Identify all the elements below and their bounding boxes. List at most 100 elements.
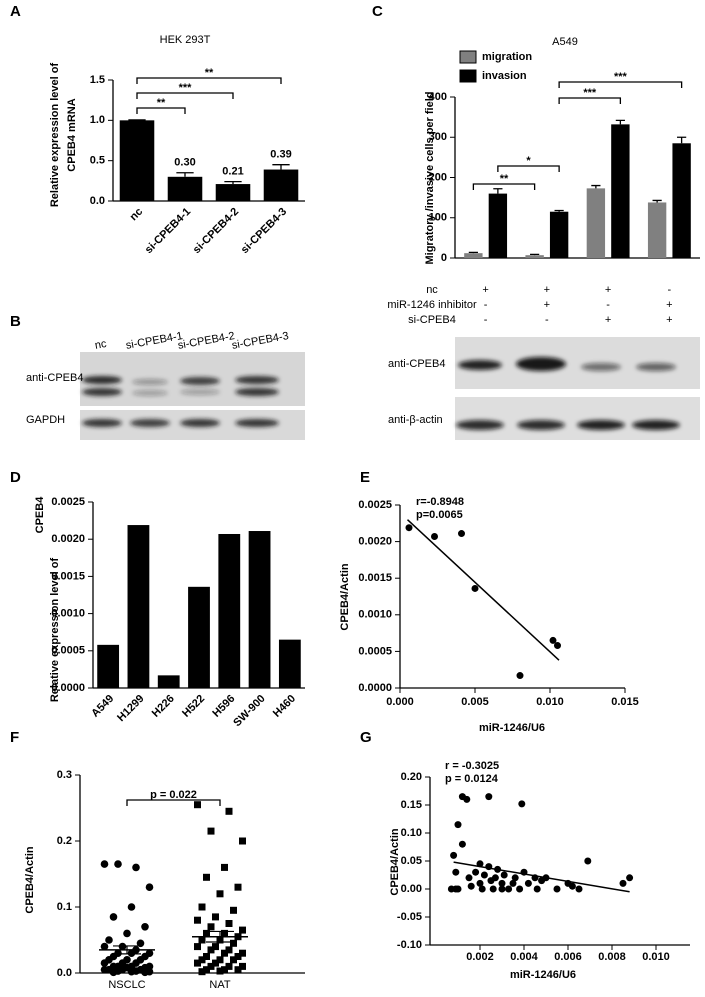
lane-label: si-CPEB4-3 xyxy=(231,330,290,352)
y-tick-label: 0.0 xyxy=(90,195,105,207)
x-tick-label: A549 xyxy=(89,693,116,720)
significance-label: ** xyxy=(500,173,509,185)
point xyxy=(499,886,506,893)
panel-letter: F xyxy=(10,729,19,746)
significance-label: ** xyxy=(205,67,214,79)
y-tick-label: 1.5 xyxy=(90,74,105,86)
error-bar xyxy=(272,165,289,170)
point xyxy=(554,886,561,893)
point xyxy=(194,960,201,967)
point xyxy=(128,903,136,911)
bar xyxy=(188,587,210,688)
point xyxy=(450,852,457,859)
x-tick-label: 0.004 xyxy=(510,951,538,963)
point xyxy=(235,966,242,973)
bar xyxy=(158,675,180,688)
point xyxy=(194,943,201,950)
point xyxy=(199,937,206,944)
bar xyxy=(550,212,568,258)
chart: 0.00000.00050.00100.00150.00200.0025CPEB… xyxy=(339,496,639,734)
blot-row-label: anti-CPEB4 xyxy=(388,358,445,370)
condition-value: - xyxy=(668,284,672,296)
point xyxy=(458,530,465,537)
y-axis-label: CPEB4 mRNA xyxy=(66,98,78,171)
panel-letter: E xyxy=(360,469,370,486)
x-tick-label: H522 xyxy=(180,693,207,720)
x-axis-label: miR-1246/U6 xyxy=(479,722,545,734)
y-axis-label: CPEB4/Actin xyxy=(339,563,351,631)
blot-row-label: GAPDH xyxy=(26,414,65,426)
error-bar xyxy=(591,186,600,189)
point xyxy=(452,869,459,876)
chart: -0.10-0.050.000.050.100.150.20CPEB4/Acti… xyxy=(389,760,690,981)
condition-value: + xyxy=(666,314,672,326)
point xyxy=(110,969,118,977)
point xyxy=(132,864,140,872)
point xyxy=(472,869,479,876)
point xyxy=(101,959,109,967)
condition-label: miR-1246 inhibitor xyxy=(387,299,477,311)
point xyxy=(512,874,519,881)
lane-label: si-CPEB4-1 xyxy=(125,330,184,352)
x-tick-label: si-CPEB4-1 xyxy=(143,206,193,256)
point xyxy=(123,930,131,938)
value-label: 0.30 xyxy=(174,157,195,169)
error-bar xyxy=(176,173,193,177)
y-axis-label: CPEB4/Actin xyxy=(389,828,401,896)
error-bar xyxy=(616,120,625,124)
point xyxy=(517,672,524,679)
y-axis-label: CPEB4/Actin xyxy=(24,846,36,914)
point xyxy=(485,793,492,800)
x-tick-label: 0.000 xyxy=(386,696,414,708)
bar xyxy=(489,194,507,258)
point xyxy=(230,907,237,914)
significance-label: p = 0.022 xyxy=(150,789,197,801)
point xyxy=(141,969,149,977)
x-tick-label: 0.010 xyxy=(642,951,670,963)
x-tick-label: 0.015 xyxy=(611,696,639,708)
panel-letter: D xyxy=(10,469,21,486)
point xyxy=(199,904,206,911)
point xyxy=(584,858,591,865)
panel-letter: A xyxy=(10,3,21,20)
x-tick-label: NSCLC xyxy=(108,979,145,991)
condition-value: - xyxy=(484,299,488,311)
point xyxy=(212,913,219,920)
blot-membrane xyxy=(455,397,700,440)
y-tick-label: 0.0025 xyxy=(51,496,85,508)
panel-letter: C xyxy=(372,3,383,20)
bar xyxy=(249,531,271,688)
lane-label: nc xyxy=(94,338,108,352)
chart: 0.00000.00050.00100.00150.00200.0025Rela… xyxy=(34,496,305,729)
chart-title: HEK 293T xyxy=(160,34,211,46)
point xyxy=(463,796,470,803)
point xyxy=(235,884,242,891)
y-tick-label: 0.1 xyxy=(57,901,72,913)
legend-label: migration xyxy=(482,51,532,63)
value-label: 0.39 xyxy=(270,149,291,161)
bar xyxy=(587,188,605,258)
y-tick-label: 0.0 xyxy=(57,967,72,979)
condition-value: + xyxy=(605,284,611,296)
condition-value: + xyxy=(482,284,488,296)
point xyxy=(217,890,224,897)
x-tick-label: 0.010 xyxy=(536,696,564,708)
point xyxy=(101,966,109,974)
point xyxy=(105,936,113,944)
legend-swatch xyxy=(460,51,476,63)
significance-label: * xyxy=(526,155,531,167)
point xyxy=(620,880,627,887)
panel-letter: G xyxy=(360,729,372,746)
blot-c: anti-CPEB4 anti-β-actin xyxy=(388,337,700,440)
point xyxy=(221,950,228,957)
bar xyxy=(611,124,629,258)
y-tick-label: 0.0020 xyxy=(358,536,392,548)
x-tick-label: H460 xyxy=(271,693,298,720)
x-tick-label: H1299 xyxy=(115,693,146,724)
annotation: p = 0.0124 xyxy=(445,773,499,785)
condition-label: si-CPEB4 xyxy=(408,314,456,326)
annotation: r = -0.3025 xyxy=(445,760,499,772)
